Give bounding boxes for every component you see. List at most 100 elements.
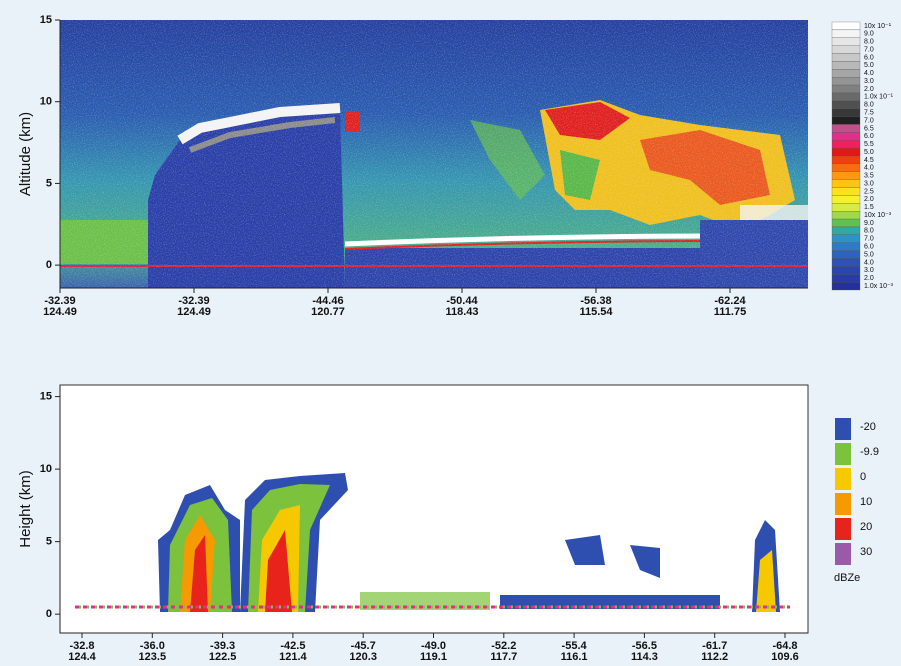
colorbar-cell xyxy=(832,219,860,227)
colorbar-cell xyxy=(832,132,860,140)
x-tick-label-2: 116.1 xyxy=(561,651,588,663)
colorbar-label: -9.9 xyxy=(860,446,879,458)
x-tick-label-2: 118.43 xyxy=(445,306,478,318)
colorbar-cell xyxy=(832,124,860,132)
colorbar-cell xyxy=(832,203,860,211)
colorbar-cell xyxy=(835,418,851,440)
colorbar-label: 9.0 xyxy=(864,220,874,227)
colorbar-label: 2.5 xyxy=(864,188,874,195)
colorbar-label: 7.0 xyxy=(864,46,874,53)
colorbar-label: 4.5 xyxy=(864,157,874,164)
colorbar-cell xyxy=(832,195,860,203)
colorbar-cell xyxy=(835,543,851,565)
colorbar-label: 7.0 xyxy=(864,117,874,124)
colorbar-cell xyxy=(832,109,860,117)
figure: Altitude (km)051015-32.39124.49-32.39124… xyxy=(0,0,901,666)
colorbar-cell xyxy=(832,251,860,259)
colorbar-cell xyxy=(832,61,860,69)
colorbar-label: 3.5 xyxy=(864,173,874,180)
x-tick-label-2: 119.1 xyxy=(420,651,447,663)
colorbar-label: 3.0 xyxy=(864,180,874,187)
colorbar-label: 1.0x 10⁻¹ xyxy=(864,94,894,101)
colorbar-cell xyxy=(832,93,860,101)
colorbar-label: 5.5 xyxy=(864,141,874,148)
lidar-image xyxy=(60,20,808,290)
colorbar-label: 6.0 xyxy=(864,243,874,250)
colorbar-cell xyxy=(832,282,860,290)
x-tick-label-2: 117.7 xyxy=(490,651,517,663)
y-tick-label: 10 xyxy=(40,96,52,108)
x-tick-label-2: 121.4 xyxy=(279,651,307,663)
colorbar-label: 5.0 xyxy=(864,251,874,258)
colorbar-label: 4.0 xyxy=(864,259,874,266)
colorbar-label: 10x 10⁻³ xyxy=(864,212,892,219)
colorbar-cell xyxy=(832,243,860,251)
colorbar-cell xyxy=(835,468,851,490)
x-tick-label-2: 124.49 xyxy=(43,306,77,318)
x-tick-label-2: 115.54 xyxy=(579,306,613,318)
y-tick-label: 5 xyxy=(46,177,52,189)
colorbar-label: 4.0 xyxy=(864,165,874,172)
y-tick-label: 0 xyxy=(46,608,52,620)
colorbar-cell xyxy=(832,69,860,77)
colorbar-label: 9.0 xyxy=(864,31,874,38)
x-tick-label-2: 124.49 xyxy=(177,306,211,318)
colorbar-cell xyxy=(832,180,860,188)
colorbar-cell xyxy=(832,172,860,180)
colorbar-cell xyxy=(832,227,860,235)
colorbar-label: 10x 10⁻¹ xyxy=(864,23,892,30)
colorbar-label: 3.0 xyxy=(864,267,874,274)
colorbar-cell xyxy=(832,30,860,38)
colorbar-cell xyxy=(832,156,860,164)
colorbar-label: 8.0 xyxy=(864,102,874,109)
y-tick-label: 5 xyxy=(46,536,52,548)
colorbar-cell xyxy=(832,117,860,125)
colorbar-label: 1.5 xyxy=(864,204,874,211)
colorbar-label: 20 xyxy=(860,521,872,533)
colorbar-cell xyxy=(832,274,860,282)
colorbar-cell xyxy=(835,518,851,540)
colorbar-cell xyxy=(832,235,860,243)
colorbar-cell xyxy=(835,443,851,465)
colorbar-cell xyxy=(832,22,860,30)
x-tick-label-2: 109.6 xyxy=(771,651,799,663)
colorbar-label: 2.0 xyxy=(864,196,874,203)
colorbar-label: 0 xyxy=(860,471,866,483)
colorbar-unit: dBZe xyxy=(834,572,860,584)
colorbar-cell xyxy=(832,148,860,156)
x-tick-label-2: 124.4 xyxy=(68,651,96,663)
x-tick-label-2: 114.3 xyxy=(631,651,658,663)
x-tick-label-2: 120.3 xyxy=(349,651,377,663)
y-tick-label: 15 xyxy=(40,391,52,403)
colorbar-label: 8.0 xyxy=(864,39,874,46)
colorbar-label: 8.0 xyxy=(864,228,874,235)
colorbar-cell xyxy=(832,211,860,219)
colorbar-cell xyxy=(832,140,860,148)
colorbar-cell xyxy=(832,54,860,62)
colorbar-label: 6.5 xyxy=(864,125,874,132)
colorbar-label: 7.0 xyxy=(864,236,874,243)
colorbar-cell xyxy=(832,38,860,46)
y-tick-label: 10 xyxy=(40,463,52,475)
colorbar-cell xyxy=(832,77,860,85)
x-tick-label-2: 122.5 xyxy=(209,651,237,663)
colorbar-label: 2.0 xyxy=(864,86,874,93)
colorbar-label: 10 xyxy=(860,496,872,508)
y-axis-label: Height (km) xyxy=(17,470,34,548)
x-tick-label-2: 111.75 xyxy=(714,306,746,318)
colorbar-label: 6.0 xyxy=(864,54,874,61)
colorbar-cell xyxy=(832,266,860,274)
colorbar-label: 4.0 xyxy=(864,70,874,77)
colorbar-cell xyxy=(832,85,860,93)
x-tick-label-2: 123.5 xyxy=(139,651,167,663)
colorbar-cell xyxy=(832,164,860,172)
y-tick-label: 15 xyxy=(40,14,52,26)
y-axis-label: Altitude (km) xyxy=(17,112,34,196)
x-tick-label-2: 112.2 xyxy=(701,651,728,663)
colorbar-cell xyxy=(832,101,860,109)
y-tick-label: 0 xyxy=(46,259,52,271)
colorbar-cell xyxy=(832,46,860,54)
colorbar-cell xyxy=(832,188,860,196)
colorbar-label: 6.0 xyxy=(864,133,874,140)
page: {"chart_data": [ {"type": "curtain", "yl… xyxy=(0,0,901,666)
